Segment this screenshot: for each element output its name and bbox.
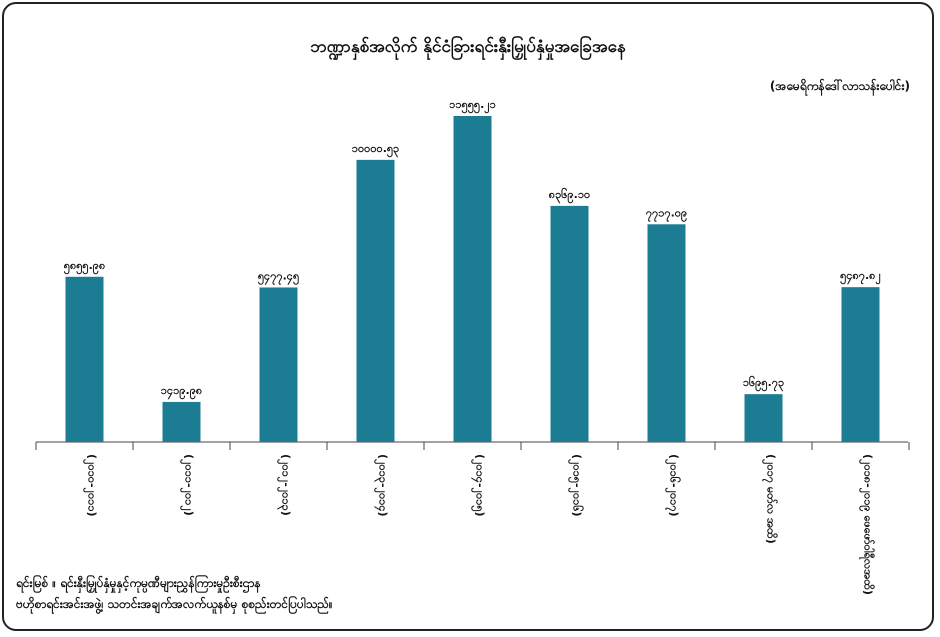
bar	[259, 287, 298, 442]
chart-frame: ဘဏ္ဍာနှစ်အလိုက် နိုင်ငံခြားရင်းနှီးမြှုပ…	[2, 2, 934, 631]
bar	[356, 159, 395, 443]
data-label: ၁၁၅၅၅.၂၁	[449, 98, 497, 114]
data-label: ၈၃၆၉.၁၀	[549, 188, 590, 204]
data-label: ၁၆၉၅.၇၃	[743, 376, 785, 392]
source-line: ရင်းမြစ် ။ ရင်းနှီးမြှုပ်နှံမှုနှင့်ကုမ္…	[16, 576, 261, 590]
bar	[744, 394, 783, 442]
chart-title: ဘဏ္ဍာနှစ်အလိုက် နိုင်ငံခြားရင်းနှီးမြှုပ…	[310, 37, 626, 57]
data-label: ၅၄၈၇.၈၂	[840, 269, 881, 285]
bar	[841, 287, 880, 442]
x-tick-label: (၂၀၁၅-၂၀၁၆)	[568, 454, 584, 517]
x-tick-label: (၂၀၁၃-၂၀၁၄)	[374, 454, 390, 517]
bar-chart: ၅၈၅၅.၉၈ (၂၀၁၀-၂၀၁၁) ၁၄၁၉.၉၈ (၂၀၁၁-၂၀၁၂) ၅၄၇၇…	[35, 98, 910, 595]
bar	[550, 205, 589, 442]
x-tick-label: (၂၀၁၂-၂၀၁၃)	[277, 454, 293, 516]
data-label: ၁၄၁၉.၉၈	[161, 384, 202, 400]
x-tick-label: (၂၀၁၀-၂၀၁၁)	[83, 454, 99, 517]
source-line: ဗဟိုစာရင်းအင်းအဖွဲ့၊ သတင်းအချက်အလက်ယူနစ်…	[16, 597, 333, 611]
data-label: ၁၀၀၀၀.၅၃	[352, 142, 400, 158]
x-tick-label: (၂၀၁၇ မတ်လ အထိ)	[762, 454, 779, 544]
x-tick-label: (၂၀၁၄-၂၀၁၅)	[471, 454, 487, 517]
bar	[647, 224, 686, 442]
data-label: ၅၈၅၅.၉၈	[64, 259, 106, 275]
x-tick-label: (၂၀၁၈-၂၀၁၉ ဖေဖော်ဝါရီလအထိ)	[859, 454, 876, 595]
x-tick-label: (၂၀၁၆-၂၀၁၇)	[665, 454, 681, 517]
source-note: ရင်းမြစ် ။ ရင်းနှီးမြှုပ်နှံမှုနှင့်ကုမ္…	[16, 573, 333, 615]
bar	[162, 401, 201, 442]
x-tick-label: (၂၀၁၁-၂၀၁၂)	[180, 454, 196, 516]
bar	[453, 116, 492, 442]
data-label: ၅၄၇၇.၄၅	[258, 269, 300, 285]
bar	[65, 276, 104, 442]
unit-label: (အမေရိကန်ဒေါ်လာသန်းပေါင်း)	[769, 79, 910, 93]
data-label: ၇၇၁၇.၀၉	[646, 206, 687, 222]
